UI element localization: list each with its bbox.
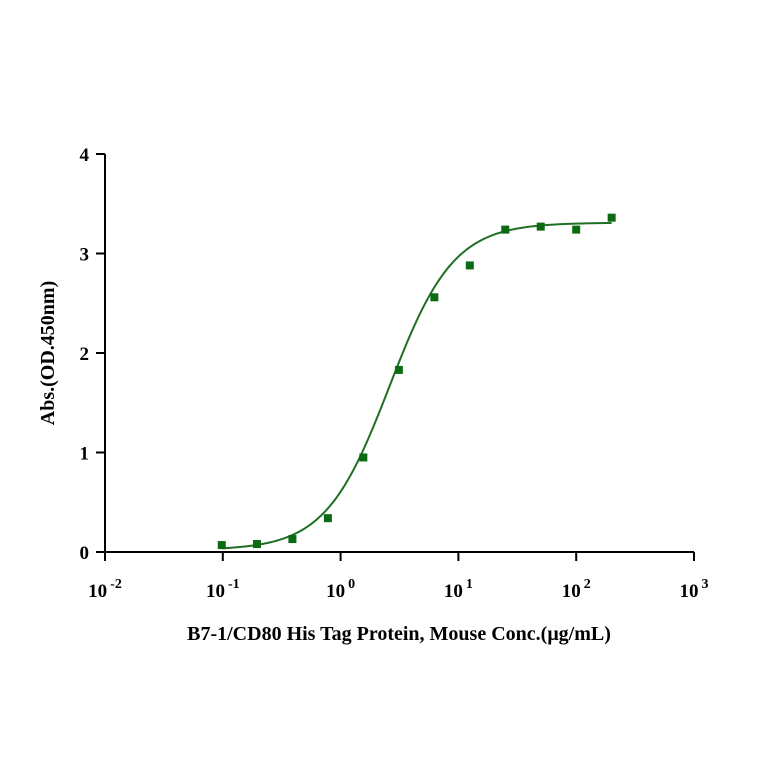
y-tick-label: 3 (80, 245, 90, 266)
fit-curve (221, 221, 612, 550)
data-point (430, 293, 439, 302)
x-tick-label: 10 2 (562, 577, 591, 602)
y-tick-label: 1 (80, 444, 90, 465)
data-point (572, 225, 581, 234)
data-point (394, 365, 403, 374)
x-tick-label: 10 -2 (88, 577, 122, 602)
y-axis-title: Abs.(OD.450nm) (37, 281, 59, 425)
y-tick-label: 4 (80, 145, 90, 166)
data-points (217, 213, 616, 550)
data-point (359, 453, 368, 462)
data-point (288, 535, 297, 544)
y-tick-label: 0 (80, 543, 90, 564)
tick-labels: 0 1 2 3 4 10 -2 10 -1 10 0 10 1 10 2 10 3 (80, 145, 709, 602)
data-point (323, 514, 332, 523)
y-tick-label: 2 (80, 344, 90, 365)
data-point (607, 213, 616, 222)
data-point (501, 225, 510, 234)
x-axis-title: B7-1/CD80 His Tag Protein, Mouse Conc.(μ… (187, 623, 611, 645)
data-point (536, 222, 545, 231)
data-point (465, 261, 474, 270)
axes (96, 153, 695, 561)
x-tick-label: 10 1 (444, 577, 473, 602)
x-tick-label: 10 3 (680, 577, 709, 602)
data-point (217, 541, 226, 550)
x-tick-label: 10 -1 (206, 577, 240, 602)
data-point (252, 540, 261, 549)
x-tick-label: 10 0 (326, 577, 355, 602)
